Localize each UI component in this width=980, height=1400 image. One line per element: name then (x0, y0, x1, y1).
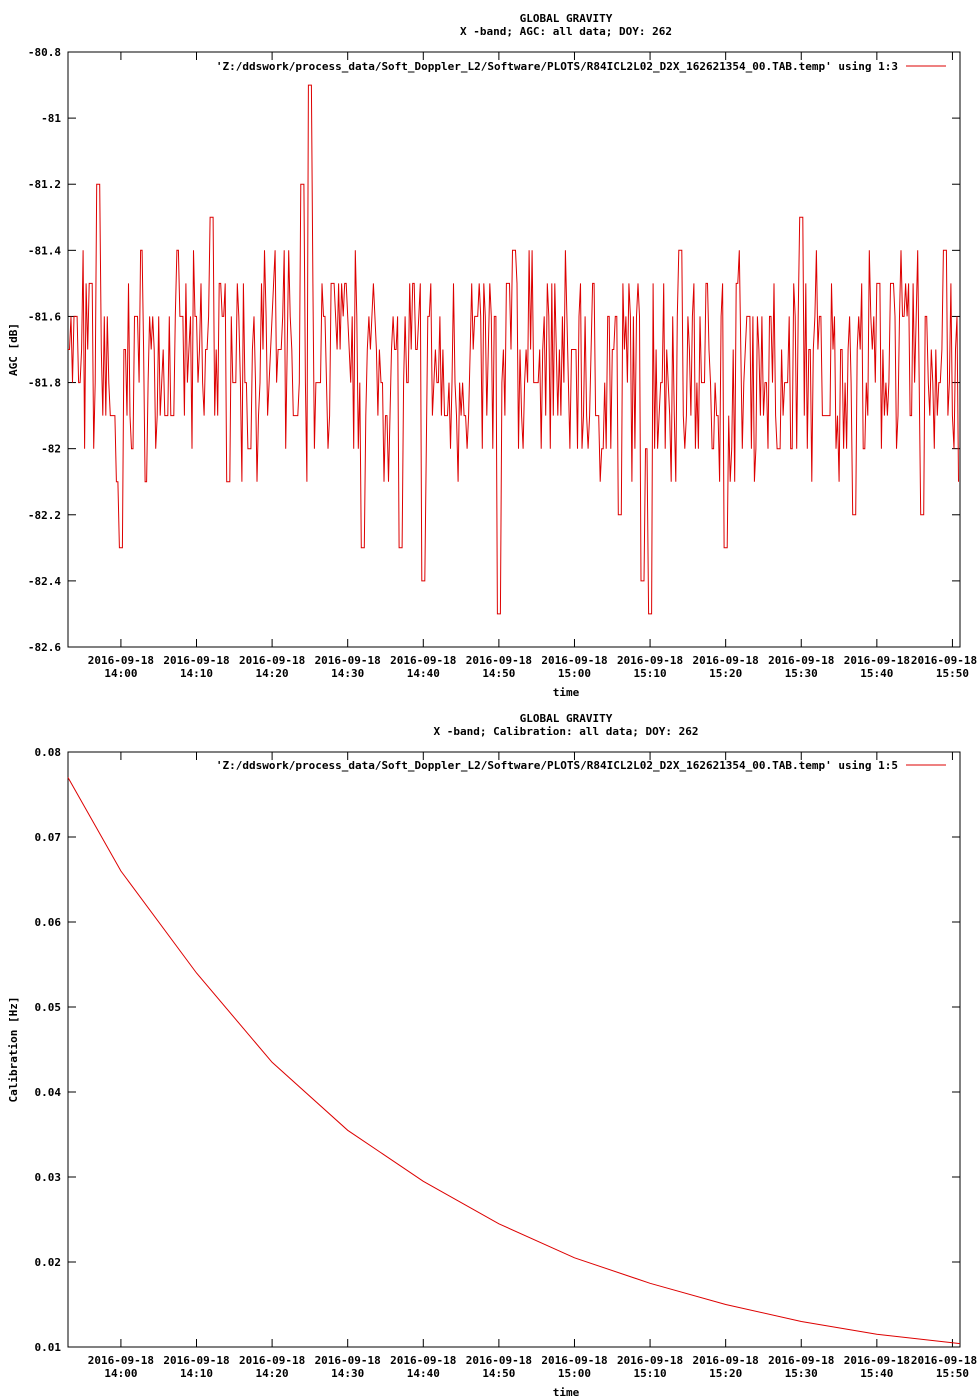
x-tick-time-label: 15:20 (709, 667, 742, 680)
y-tick-label: 0.02 (35, 1256, 62, 1269)
x-tick-date-label: 2016-09-18 (315, 1354, 381, 1367)
y-tick-label: -81.2 (28, 178, 61, 191)
x-tick-date-label: 2016-09-18 (466, 1354, 532, 1367)
x-tick-time-label: 14:50 (482, 1367, 515, 1380)
y-tick-label: 0.06 (35, 916, 62, 929)
y-tick-label: -81.4 (28, 244, 61, 257)
legend-label: 'Z:/ddswork/process_data/Soft_Doppler_L2… (216, 60, 898, 73)
x-tick-time-label: 14:00 (104, 1367, 137, 1380)
y-tick-label: -82.2 (28, 509, 61, 522)
x-tick-time-label: 15:00 (558, 667, 591, 680)
x-tick-date-label: 2016-09-18 (693, 1354, 759, 1367)
x-tick-time-label: 15:40 (860, 667, 893, 680)
x-tick-date-label: 2016-09-18 (541, 654, 607, 667)
x-tick-date-label: 2016-09-18 (541, 1354, 607, 1367)
x-tick-time-label: 14:10 (180, 1367, 213, 1380)
x-tick-time-label: 15:30 (785, 1367, 818, 1380)
y-tick-label: 0.08 (35, 746, 62, 759)
y-axis-label: Calibration [Hz] (7, 997, 20, 1103)
chart-subtitle: X -band; Calibration: all data; DOY: 262 (434, 725, 699, 738)
x-tick-date-label: 2016-09-18 (911, 654, 977, 667)
y-axis-label: AGC [dB] (7, 323, 20, 376)
x-tick-date-label: 2016-09-18 (88, 1354, 154, 1367)
x-tick-time-label: 15:30 (785, 667, 818, 680)
x-tick-date-label: 2016-09-18 (88, 654, 154, 667)
x-axis-label: time (553, 1386, 580, 1399)
y-tick-label: 0.03 (35, 1171, 62, 1184)
y-tick-label: 0.07 (35, 831, 62, 844)
x-tick-date-label: 2016-09-18 (315, 654, 381, 667)
x-tick-time-label: 14:20 (256, 1367, 289, 1380)
series-line (68, 84, 959, 615)
x-tick-time-label: 15:50 (936, 1367, 969, 1380)
x-tick-date-label: 2016-09-18 (390, 654, 456, 667)
x-tick-time-label: 14:10 (180, 667, 213, 680)
y-tick-label: -81.8 (28, 377, 61, 390)
x-tick-time-label: 15:50 (936, 667, 969, 680)
x-tick-date-label: 2016-09-18 (768, 1354, 834, 1367)
x-tick-date-label: 2016-09-18 (617, 1354, 683, 1367)
y-tick-label: -80.8 (28, 46, 61, 59)
x-tick-time-label: 15:00 (558, 1367, 591, 1380)
plot-frame (67, 751, 961, 1348)
x-tick-time-label: 14:40 (407, 1367, 440, 1380)
y-tick-label: -82.4 (28, 575, 61, 588)
x-tick-date-label: 2016-09-18 (163, 1354, 229, 1367)
chart-title: GLOBAL GRAVITY (520, 12, 613, 25)
chart-subtitle: X -band; AGC: all data; DOY: 262 (460, 25, 672, 38)
x-tick-date-label: 2016-09-18 (768, 654, 834, 667)
x-tick-date-label: 2016-09-18 (693, 654, 759, 667)
x-tick-time-label: 14:40 (407, 667, 440, 680)
y-tick-label: -82.6 (28, 641, 61, 654)
x-tick-date-label: 2016-09-18 (617, 654, 683, 667)
x-tick-time-label: 14:30 (331, 1367, 364, 1380)
x-tick-date-label: 2016-09-18 (466, 654, 532, 667)
x-tick-time-label: 14:30 (331, 667, 364, 680)
x-tick-time-label: 14:00 (104, 667, 137, 680)
y-tick-label: -82 (41, 443, 61, 456)
y-tick-label: 0.01 (35, 1341, 62, 1354)
x-tick-date-label: 2016-09-18 (239, 1354, 305, 1367)
x-tick-time-label: 15:40 (860, 1367, 893, 1380)
x-tick-time-label: 14:20 (256, 667, 289, 680)
x-tick-time-label: 15:10 (634, 1367, 667, 1380)
x-tick-date-label: 2016-09-18 (163, 654, 229, 667)
chart-title: GLOBAL GRAVITY (520, 712, 613, 725)
x-tick-date-label: 2016-09-18 (844, 654, 910, 667)
x-tick-time-label: 15:20 (709, 1367, 742, 1380)
x-tick-date-label: 2016-09-18 (844, 1354, 910, 1367)
series-line (67, 777, 961, 1345)
x-tick-time-label: 15:10 (634, 667, 667, 680)
x-axis-label: time (553, 686, 580, 699)
y-tick-label: -81 (41, 112, 61, 125)
legend-label: 'Z:/ddswork/process_data/Soft_Doppler_L2… (216, 759, 898, 772)
y-tick-label: -81.6 (28, 310, 61, 323)
x-tick-date-label: 2016-09-18 (911, 1354, 977, 1367)
y-tick-label: 0.05 (35, 1001, 62, 1014)
x-tick-date-label: 2016-09-18 (239, 654, 305, 667)
x-tick-time-label: 14:50 (482, 667, 515, 680)
y-tick-label: 0.04 (35, 1086, 62, 1099)
x-tick-date-label: 2016-09-18 (390, 1354, 456, 1367)
